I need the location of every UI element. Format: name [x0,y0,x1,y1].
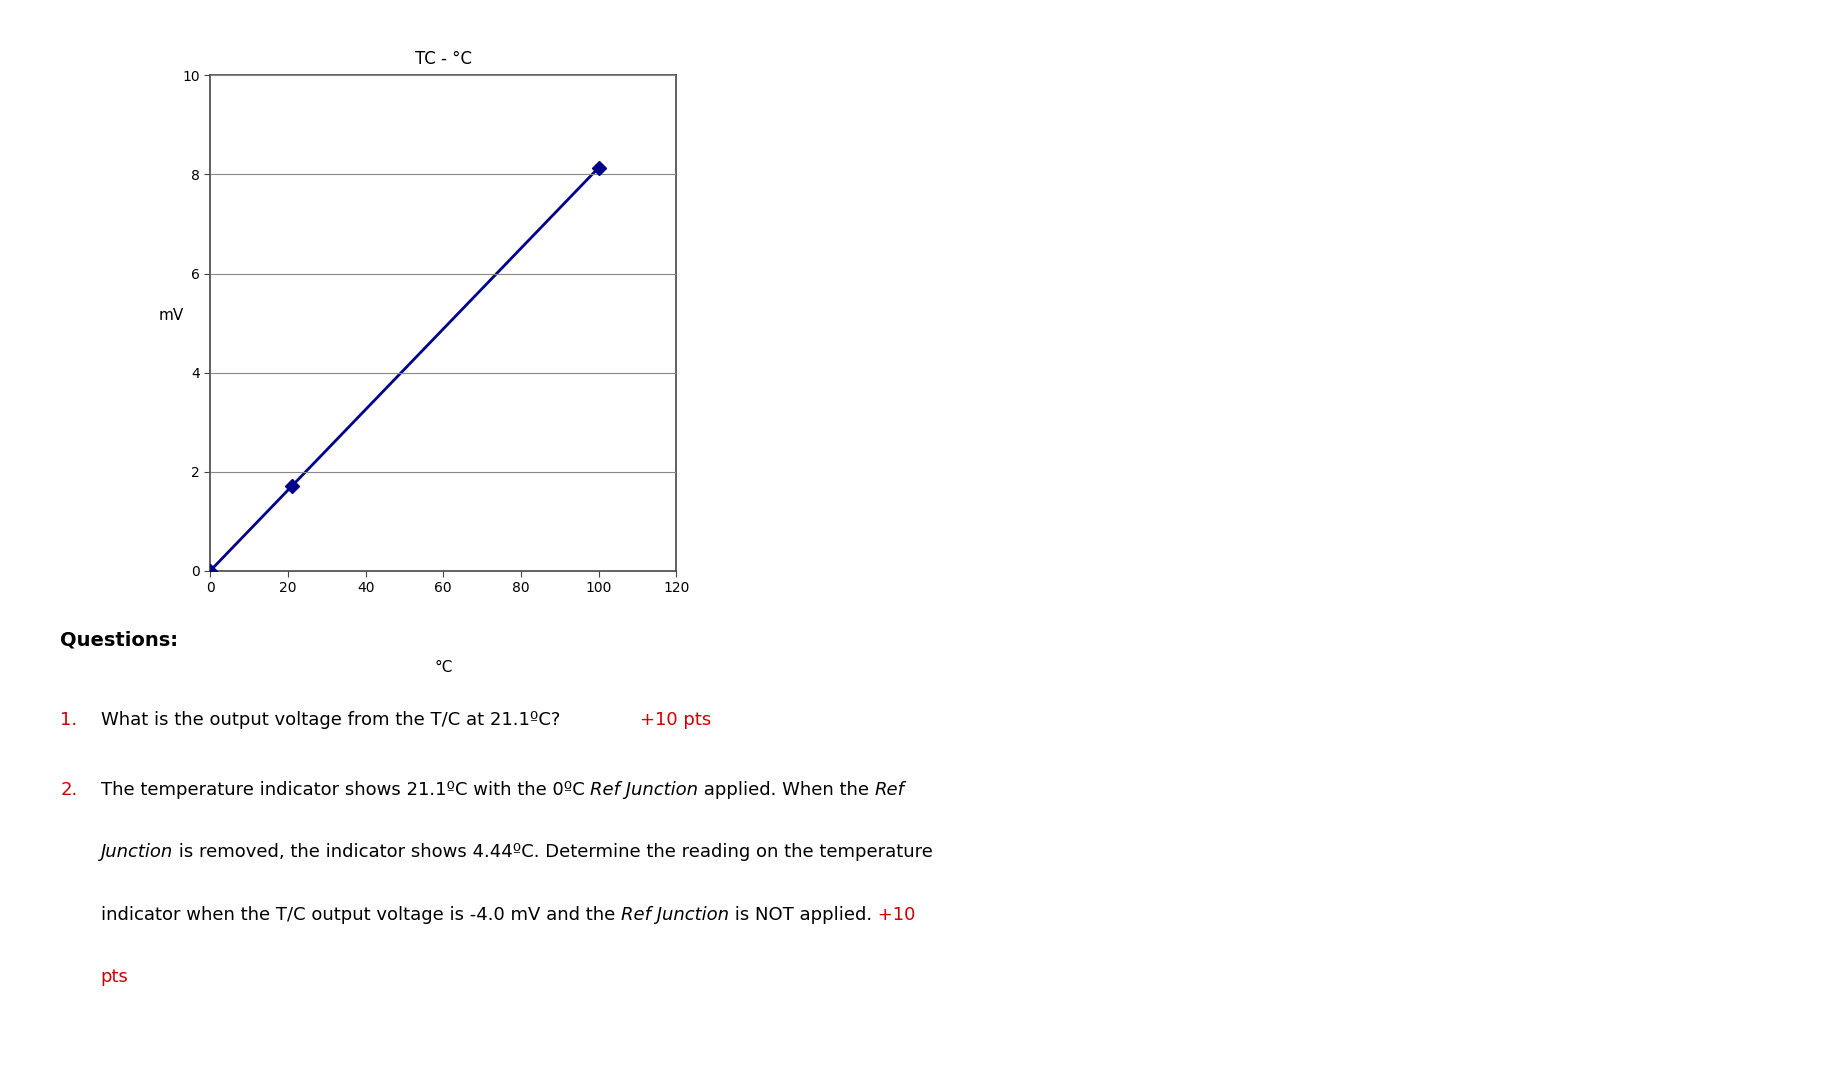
Text: Ref Junction: Ref Junction [620,906,729,924]
Text: indicator when the T/C output voltage is -4.0 mV and the: indicator when the T/C output voltage is… [101,906,620,924]
Text: applied. When the: applied. When the [698,781,876,799]
Text: The temperature indicator shows 21.1ºC with the 0ºC: The temperature indicator shows 21.1ºC w… [101,781,590,799]
Text: is NOT applied.: is NOT applied. [729,906,872,924]
Text: 2.: 2. [60,781,77,799]
Text: What is the output voltage from the T/C at 21.1ºC?: What is the output voltage from the T/C … [101,711,559,729]
Text: 1.: 1. [60,711,77,729]
Title: TC - °C: TC - °C [415,51,472,68]
Text: Questions:: Questions: [60,630,179,649]
Text: °C: °C [433,660,453,675]
Text: +10 pts: +10 pts [640,711,711,729]
Text: Ref: Ref [876,781,905,799]
Text: +10: +10 [872,906,916,924]
Text: Ref Junction: Ref Junction [590,781,698,799]
Text: Junction: Junction [101,843,174,862]
Text: is removed, the indicator shows 4.44ºC. Determine the reading on the temperature: is removed, the indicator shows 4.44ºC. … [174,843,932,862]
Text: pts: pts [101,968,128,987]
Y-axis label: mV: mV [159,308,183,323]
